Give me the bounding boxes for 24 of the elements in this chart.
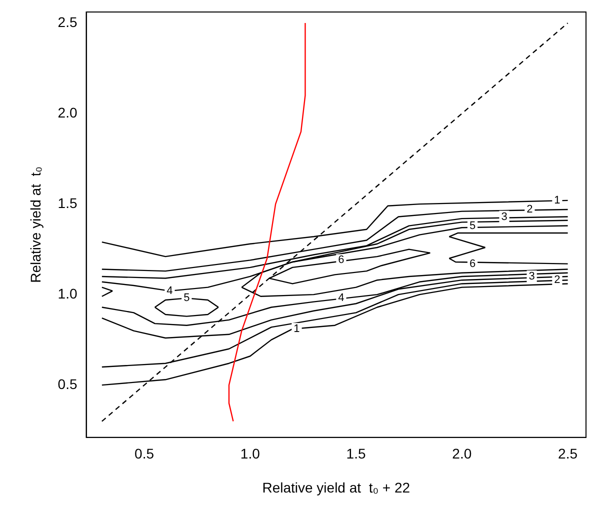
x-tick-label: 2.5 — [558, 446, 578, 462]
annotation: 4 — [166, 284, 173, 297]
annotation: 6 — [469, 258, 476, 270]
y-tick-label: 0.5 — [58, 376, 78, 392]
x-axis-title: Relative yield at t₀ + 22 — [262, 479, 410, 496]
x-tick-label: 2.0 — [452, 446, 472, 462]
x-tick-label: 0.5 — [134, 446, 154, 462]
y-tick-label: 1.0 — [58, 285, 78, 302]
annotation: 4 — [338, 292, 344, 304]
annotation: 6 — [338, 254, 344, 266]
annotation: 5 — [184, 292, 190, 304]
annotation: 1 — [554, 194, 560, 206]
y-axis-title: Relative yield at t₀ — [27, 166, 44, 283]
y-tick-label: 1.5 — [58, 194, 78, 211]
x-tick-label: 1.5 — [346, 446, 366, 462]
annotation: 5 — [469, 220, 476, 232]
y-tick-label: 2.5 — [58, 14, 78, 30]
x-tick-label: 1.0 — [240, 446, 260, 462]
annotation: 3 — [501, 210, 508, 223]
annotation: 1 — [294, 323, 300, 335]
annotation: 3 — [528, 270, 535, 283]
y-tick-label: 2.0 — [58, 104, 78, 120]
annotation: 2 — [554, 274, 560, 286]
annotation: 2 — [526, 204, 533, 216]
